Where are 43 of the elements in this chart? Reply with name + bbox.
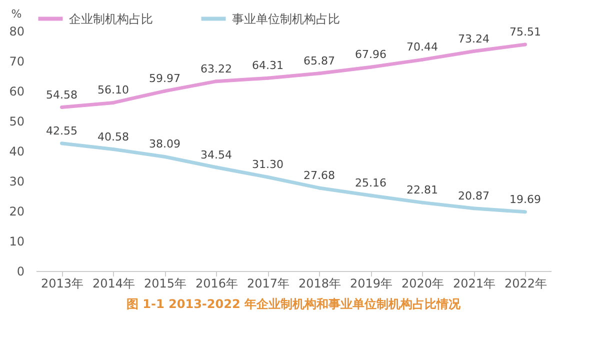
y-tick-label: 60 bbox=[9, 84, 24, 98]
y-tick-label: 40 bbox=[9, 144, 24, 158]
y-axis-title: % bbox=[11, 8, 22, 20]
x-tick-label: 2013年 bbox=[40, 276, 84, 290]
data-label: 20.87 bbox=[458, 189, 490, 202]
data-label: 42.55 bbox=[46, 124, 78, 138]
caption: 图 1-1 2013-2022 年企业制机构和事业单位制机构占比情况 bbox=[126, 297, 462, 311]
y-tick-label: 30 bbox=[9, 174, 24, 188]
x-tick-label: 2016年 bbox=[195, 276, 238, 290]
y-tick-label: 80 bbox=[9, 24, 24, 38]
data-label: 67.96 bbox=[355, 48, 386, 62]
data-label: 25.16 bbox=[355, 176, 386, 190]
y-tick-label: 20 bbox=[9, 204, 24, 218]
legend-label: 企业制机构占比 bbox=[69, 12, 153, 26]
data-label: 19.69 bbox=[510, 192, 541, 206]
x-tick-label: 2017年 bbox=[246, 276, 290, 290]
legend-label: 事业单位制机构占比 bbox=[232, 12, 340, 26]
x-tick-label: 2015年 bbox=[144, 276, 187, 290]
x-tick-label: 2022年 bbox=[504, 276, 548, 290]
y-tick-label: 50 bbox=[9, 114, 24, 128]
data-label: 31.30 bbox=[252, 158, 284, 172]
data-label: 54.58 bbox=[46, 88, 78, 102]
data-label: 63.22 bbox=[200, 62, 232, 76]
data-label: 34.54 bbox=[200, 148, 232, 162]
data-label: 75.51 bbox=[510, 25, 541, 38]
x-tick-label: 2019年 bbox=[350, 276, 393, 290]
y-tick-label: 0 bbox=[16, 264, 24, 278]
x-tick-label: 2020年 bbox=[401, 276, 444, 290]
x-tick-label: 2014年 bbox=[92, 276, 136, 290]
data-label: 73.24 bbox=[458, 32, 490, 46]
data-label: 27.68 bbox=[304, 168, 335, 182]
data-label: 22.81 bbox=[406, 184, 438, 197]
data-label: 56.10 bbox=[98, 84, 129, 97]
x-tick-label: 2018年 bbox=[298, 276, 342, 290]
data-label: 65.87 bbox=[304, 54, 335, 68]
data-label: 64.31 bbox=[252, 59, 284, 72]
y-tick-label: 10 bbox=[9, 234, 24, 248]
y-tick-label: 70 bbox=[9, 54, 24, 68]
data-label: 59.97 bbox=[149, 72, 180, 86]
data-label: 40.58 bbox=[98, 130, 129, 144]
data-label: 38.09 bbox=[149, 138, 180, 151]
x-tick-label: 2021年 bbox=[452, 276, 496, 290]
data-label: 70.44 bbox=[406, 40, 438, 54]
